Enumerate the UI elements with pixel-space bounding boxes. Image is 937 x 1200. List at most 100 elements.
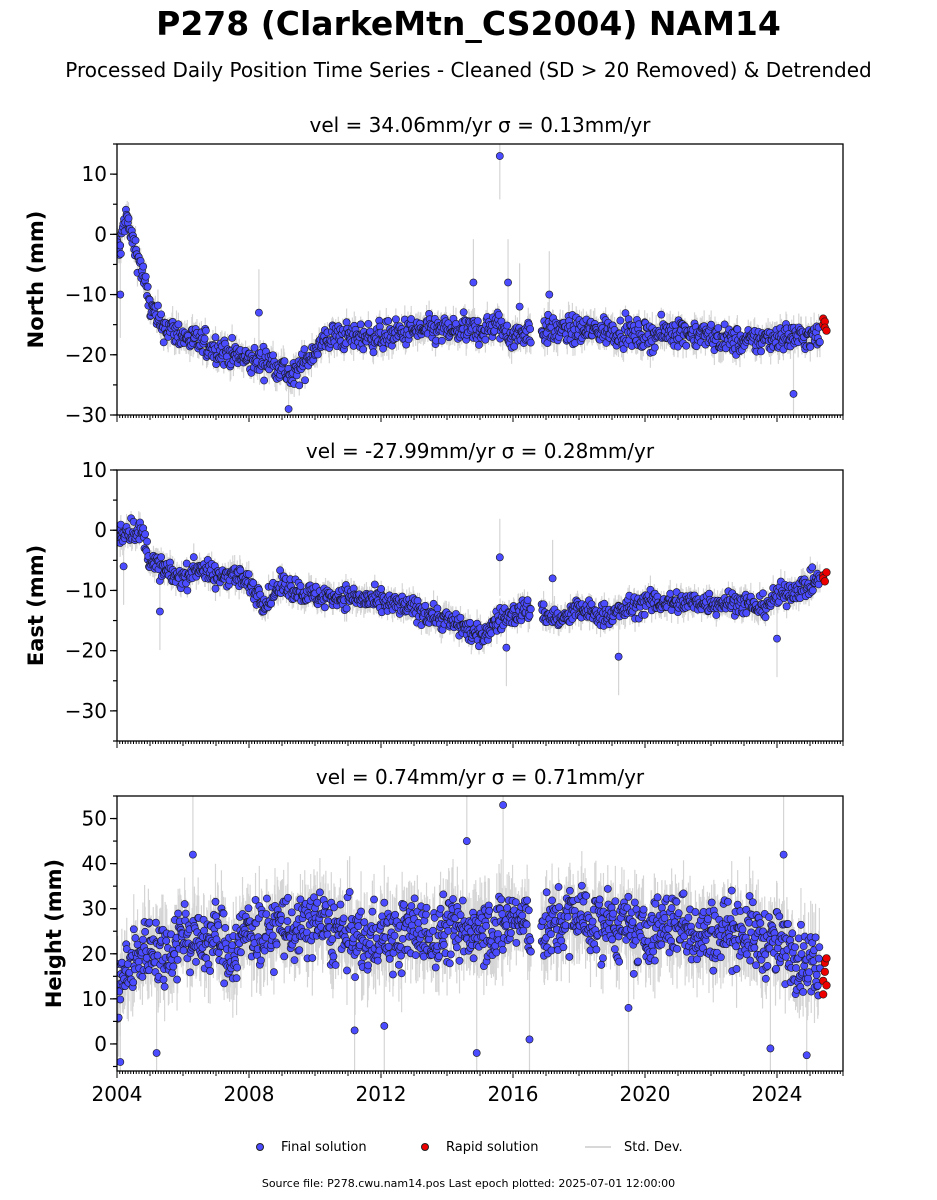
final-solution-point [342, 604, 351, 613]
final-solution-point [284, 405, 293, 413]
final-solution-point [260, 376, 269, 385]
y-ticks-north [110, 143, 117, 416]
final-solution-point [364, 319, 373, 328]
final-solution-point [391, 315, 400, 324]
final-solution-point [228, 333, 237, 342]
y-tick-label: 0 [94, 222, 107, 246]
final-solution-point [650, 343, 659, 352]
final-solution-point [666, 589, 675, 598]
final-solution-point [621, 309, 630, 318]
final-solution-point [808, 586, 817, 595]
final-solution-point [280, 357, 289, 366]
plot-area-height [117, 796, 831, 1071]
final-solution-point [525, 611, 534, 620]
final-solution-point [211, 584, 220, 593]
final-solution-point [384, 317, 393, 325]
final-solution-point [526, 605, 535, 614]
plot-area-east [117, 511, 831, 696]
final-solution-point [761, 613, 770, 622]
y-tick-label: 0 [94, 518, 107, 542]
final-solution-point [313, 350, 322, 359]
final-points-east [117, 514, 824, 661]
final-solution-point [503, 321, 512, 330]
final-solution-point [773, 634, 781, 643]
chart-subtitle: Processed Daily Position Time Series - C… [65, 58, 872, 82]
final-solution-point [515, 302, 524, 311]
y-axis-label-north: North (mm) [24, 211, 48, 349]
final-solution-point [587, 600, 596, 609]
final-solution-point [816, 338, 824, 346]
y-axis-label-east: East (mm) [24, 545, 48, 666]
final-solution-point [619, 345, 628, 353]
final-solution-point [211, 333, 220, 342]
y-tick-label: −30 [65, 699, 107, 723]
final-solution-point [356, 320, 365, 329]
final-solution-point [124, 214, 133, 223]
final-solution-point [504, 278, 512, 287]
final-solution-point [742, 609, 751, 617]
final-solution-point [757, 347, 765, 356]
final-solution-point [481, 335, 490, 344]
final-solution-point [244, 570, 253, 579]
final-solution-point [782, 602, 791, 611]
final-solution-point [249, 579, 258, 587]
final-solution-point [200, 334, 209, 343]
final-solution-point [119, 562, 128, 571]
final-solution-point [502, 643, 511, 652]
final-solution-point [320, 603, 329, 612]
final-solution-point [250, 343, 259, 352]
final-solution-point [117, 241, 125, 250]
time-series-chart: 10 0 −10 −20 −30 vel = 34.06mm/yr σ = 0.13mm/… [24, 113, 844, 1106]
y-tick-label: −30 [65, 403, 107, 427]
final-solution-point [494, 310, 503, 319]
final-solution-point [545, 290, 554, 299]
final-points-north [117, 152, 824, 413]
final-solution-point [523, 596, 532, 605]
final-solution-point [657, 310, 666, 319]
final-solution-point [157, 310, 166, 319]
final-solution-point [466, 618, 474, 627]
final-solution-point [510, 342, 519, 351]
final-solution-point [712, 611, 721, 619]
final-solution-point [131, 236, 140, 245]
final-solution-point [469, 278, 478, 287]
final-solution-point [720, 320, 729, 329]
final-solution-point [707, 320, 716, 329]
final-solution-point [117, 290, 125, 299]
final-solution-point [370, 580, 379, 589]
final-solution-point [369, 348, 378, 357]
final-solution-point [459, 308, 468, 317]
final-solution-point [456, 613, 465, 622]
final-solution-point [143, 282, 152, 291]
final-solution-point [682, 341, 691, 350]
final-solution-point [154, 301, 162, 310]
final-solution-point [808, 563, 817, 572]
rapid-solution-point [822, 326, 831, 335]
final-solution-point [473, 317, 482, 325]
final-solution-point [117, 249, 125, 258]
final-solution-point [526, 338, 535, 347]
final-solution-point [789, 390, 798, 398]
final-solution-point [806, 343, 815, 351]
y-ticks-east [110, 469, 117, 742]
final-solution-point [254, 308, 263, 317]
final-solution-point [526, 325, 535, 333]
final-solution-point [269, 351, 277, 360]
panel-frame [116, 143, 844, 416]
final-solution-point [300, 345, 309, 354]
final-solution-point [759, 589, 767, 598]
final-solution-point [342, 318, 351, 327]
final-solution-point [143, 537, 151, 546]
final-solution-point [438, 336, 446, 345]
panel-title-east: vel = -27.99mm/yr σ = 0.28mm/yr [306, 439, 655, 463]
final-solution-point [301, 376, 309, 385]
final-solution-point [189, 553, 198, 562]
plot-area-north [117, 144, 831, 415]
final-solution-point [433, 604, 442, 613]
final-solution-point [141, 530, 150, 539]
final-solution-point [548, 574, 557, 583]
final-solution-point [539, 600, 548, 609]
y-tick-label: −10 [65, 283, 107, 307]
y-tick-label: 10 [82, 458, 107, 482]
final-solution-point [295, 381, 304, 390]
